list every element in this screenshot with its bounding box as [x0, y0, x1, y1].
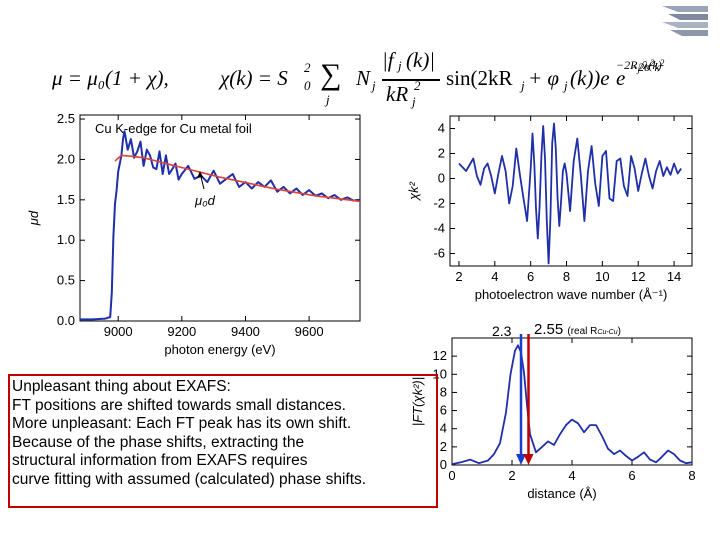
- x-tick-label: 14: [667, 269, 681, 284]
- marker-right-note-end: ): [617, 326, 621, 337]
- plot-frame: [451, 337, 693, 466]
- note-line: FT positions are shifted towards small d…: [12, 396, 346, 414]
- marker-right-note: (real R: [567, 326, 598, 337]
- equation-mu: μ = μ₀(1 + χ),: [52, 66, 169, 90]
- mu0-annotation: μ₀d: [194, 193, 216, 208]
- x-tick-label: 9400: [231, 324, 260, 339]
- exp1-text: −2R: [616, 58, 638, 72]
- chart-title: Cu K-edge for Cu metal foil: [95, 121, 252, 136]
- x-tick-label: 9000: [104, 324, 133, 339]
- x-tick-label: 10: [595, 269, 609, 284]
- plot-frame: [449, 115, 693, 267]
- frac-denominator: kR: [386, 82, 409, 106]
- x-tick-label: 6: [628, 468, 635, 483]
- sin-tail: + φ: [528, 66, 560, 90]
- y-axis-label: μd: [26, 210, 41, 226]
- sum-index: j: [326, 92, 330, 107]
- y-tick-label: 2.5: [57, 111, 75, 126]
- exp1: −2Rj/λ(k): [616, 58, 662, 74]
- exp2-tail: k: [654, 60, 660, 74]
- y-tick-label: 4: [438, 121, 445, 136]
- note-line: curve fitting with assumed (calculated) …: [12, 470, 367, 488]
- sin-end: (k))e: [570, 66, 610, 90]
- marker-right-label: 2.55 (real RCu-Cu): [534, 321, 621, 338]
- marker-left-label: 2.3: [492, 323, 512, 339]
- frac-num-tail: (k)|: [406, 48, 436, 72]
- x-tick-label: 4: [568, 468, 575, 483]
- x-axis-label: photoelectron wave number (Å⁻¹): [475, 287, 668, 302]
- logo-icon: [662, 6, 708, 36]
- chi-lhs: χ(k) = S: [220, 66, 288, 90]
- y-tick-label: 1.5: [57, 192, 75, 207]
- x-tick-label: 9200: [167, 324, 196, 339]
- x-axis-label: photon energy (eV): [164, 342, 275, 357]
- chi-sub: 0: [304, 78, 311, 93]
- note-line: structural information from EXAFS requir…: [12, 452, 308, 469]
- x-tick-label: 12: [631, 269, 645, 284]
- y-tick-label: 4: [440, 421, 447, 436]
- fraction-bar: [382, 79, 440, 81]
- y-tick-label: 2: [438, 146, 445, 161]
- x-tick-label: 2: [508, 468, 515, 483]
- y-axis-label: χk²: [406, 181, 421, 201]
- sum-symbol: ∑: [320, 58, 342, 91]
- frac-num-sub: j: [398, 58, 402, 73]
- exp1-sub: j: [637, 64, 640, 74]
- y-tick-label: 6: [440, 403, 447, 418]
- note-line: Unpleasant thing about EXAFS:: [12, 378, 231, 395]
- exp1-tail: /λ(k): [639, 58, 662, 72]
- y-axis-label: |FT(χk²)|: [410, 377, 425, 426]
- nj-sub: j: [372, 78, 376, 93]
- x-axis-label: distance (Å): [527, 486, 596, 501]
- exafs-chi-chart: 2 4 6 8 10 12 14 -6 -4 -2 0 2 4 photoelectron wave nu…: [406, 115, 693, 302]
- frac-numerator: |f: [382, 48, 394, 72]
- marker-right-value: 2.55: [534, 321, 564, 338]
- annotation-arrowhead: [197, 171, 203, 178]
- y-tick-label: -4: [433, 221, 445, 236]
- exp2-text: −2σ: [630, 60, 651, 74]
- y-tick-label: -6: [433, 246, 445, 261]
- y-tick-label: 0: [440, 457, 447, 472]
- series-line: [458, 122, 682, 265]
- x-tick-label: 0: [448, 468, 455, 483]
- x-tick-label: 6: [527, 269, 534, 284]
- x-tick-label: 4: [491, 269, 498, 284]
- y-tick-label: 1.0: [57, 232, 75, 247]
- phi-sub: j: [564, 78, 568, 93]
- x-tick-label: 9600: [295, 324, 324, 339]
- y-tick-label: 12: [433, 348, 447, 363]
- x-tick-label: 2: [455, 269, 462, 284]
- plot-frame: [79, 114, 361, 322]
- series-line: [114, 154, 361, 203]
- sin-part: sin(2kR: [446, 66, 513, 90]
- note-line: More unpleasant: Each FT peak has its ow…: [12, 415, 352, 432]
- y-tick-label: 2.0: [57, 151, 75, 166]
- exp2-tail-sup: 2: [659, 58, 665, 68]
- y-tick-label: 0: [438, 171, 445, 186]
- chi-sup: 2: [304, 60, 311, 75]
- exp2-sup: 2: [650, 58, 655, 68]
- y-tick-label: 8: [440, 384, 447, 399]
- y-tick-label: 0.5: [57, 273, 75, 288]
- y-tick-label: -2: [433, 196, 445, 211]
- sin-sub: j: [521, 78, 525, 93]
- note-line: Because of the phase shifts, extracting …: [12, 433, 305, 451]
- e2: e: [616, 66, 626, 90]
- exp2: −2σ2k2: [630, 58, 664, 75]
- nj: N: [356, 66, 371, 90]
- x-tick-label: 8: [688, 468, 695, 483]
- y-tick-label: 2: [440, 439, 447, 454]
- y-tick-label: 0.0: [57, 313, 75, 328]
- marker-arrow-right-head: [523, 454, 534, 465]
- note-box: Unpleasant thing about EXAFS: FT position…: [8, 374, 438, 508]
- xas-spectrum-chart: 9000 9200 9400 9600 0.0 0.5 1.0 1.5 2.0 2.5 photon…: [26, 111, 361, 357]
- frac-den-sup: 2: [414, 78, 421, 93]
- frac-den-sub: j: [412, 94, 416, 109]
- x-tick-label: 8: [563, 269, 570, 284]
- series-line: [80, 130, 361, 321]
- series-line: [451, 344, 693, 465]
- marker-arrow-left-head: [516, 454, 526, 465]
- marker-right-note-sub: Cu-Cu: [597, 329, 618, 336]
